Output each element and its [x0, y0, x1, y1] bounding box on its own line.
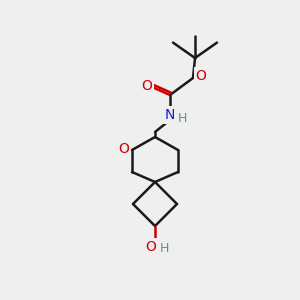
- Text: N: N: [165, 108, 175, 122]
- Text: H: H: [159, 242, 169, 256]
- Text: O: O: [146, 240, 156, 254]
- Text: O: O: [196, 69, 206, 83]
- Text: O: O: [142, 79, 152, 93]
- Text: H: H: [177, 112, 187, 124]
- Text: O: O: [118, 142, 129, 156]
